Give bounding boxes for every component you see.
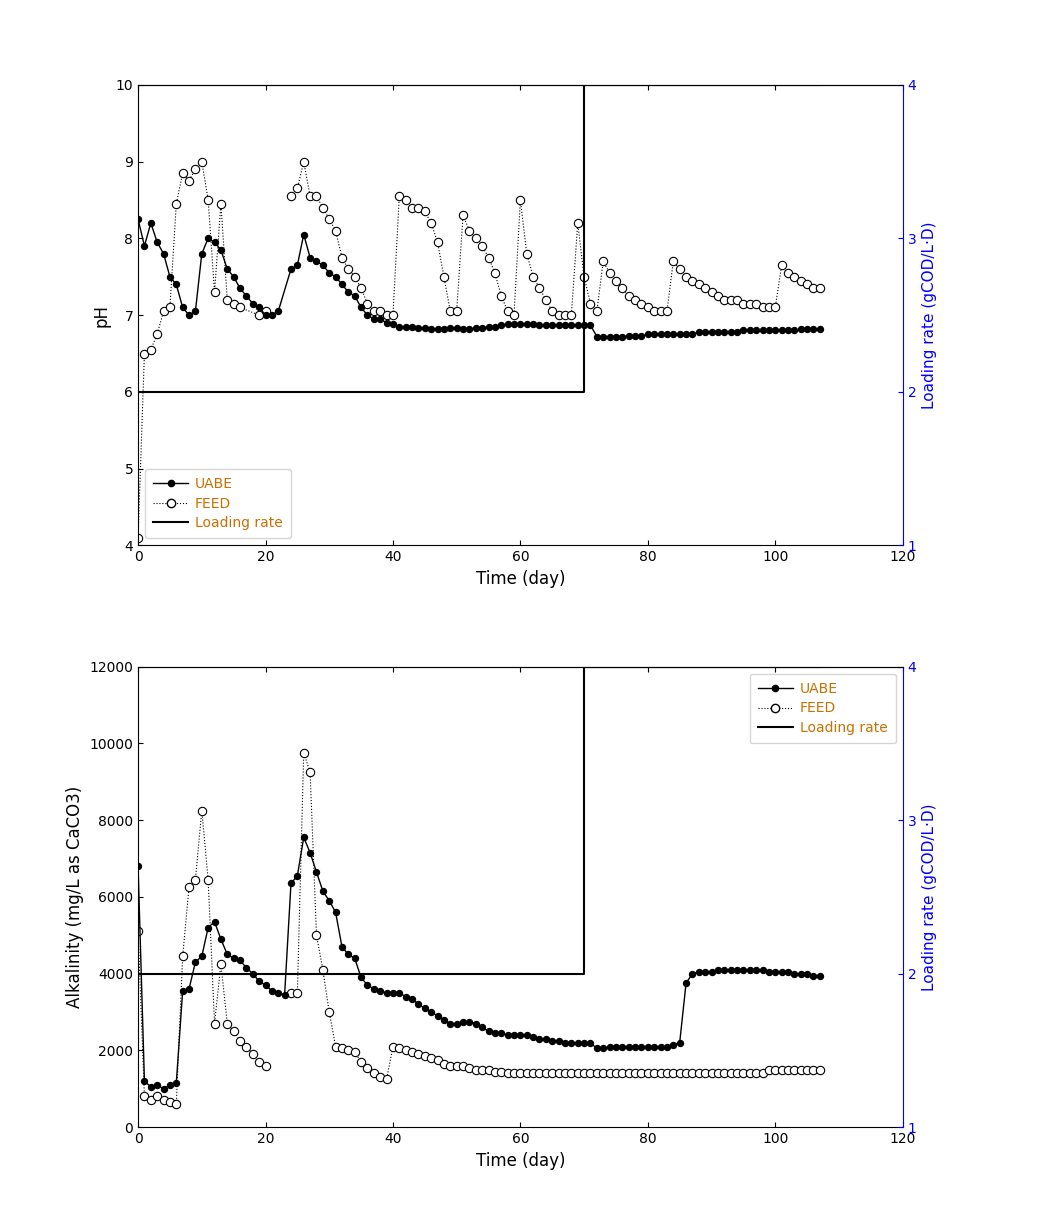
Y-axis label: Loading rate (gCOD/L·D): Loading rate (gCOD/L·D): [922, 222, 937, 408]
X-axis label: Time (day): Time (day): [476, 570, 565, 588]
Y-axis label: Alkalinity (mg/L as CaCO3): Alkalinity (mg/L as CaCO3): [66, 785, 84, 1008]
X-axis label: Time (day): Time (day): [476, 1151, 565, 1170]
Y-axis label: Loading rate (gCOD/L·D): Loading rate (gCOD/L·D): [922, 804, 937, 990]
Y-axis label: pH: pH: [92, 304, 110, 326]
Legend: UABE, FEED, Loading rate: UABE, FEED, Loading rate: [145, 469, 291, 538]
Legend: UABE, FEED, Loading rate: UABE, FEED, Loading rate: [750, 674, 895, 743]
